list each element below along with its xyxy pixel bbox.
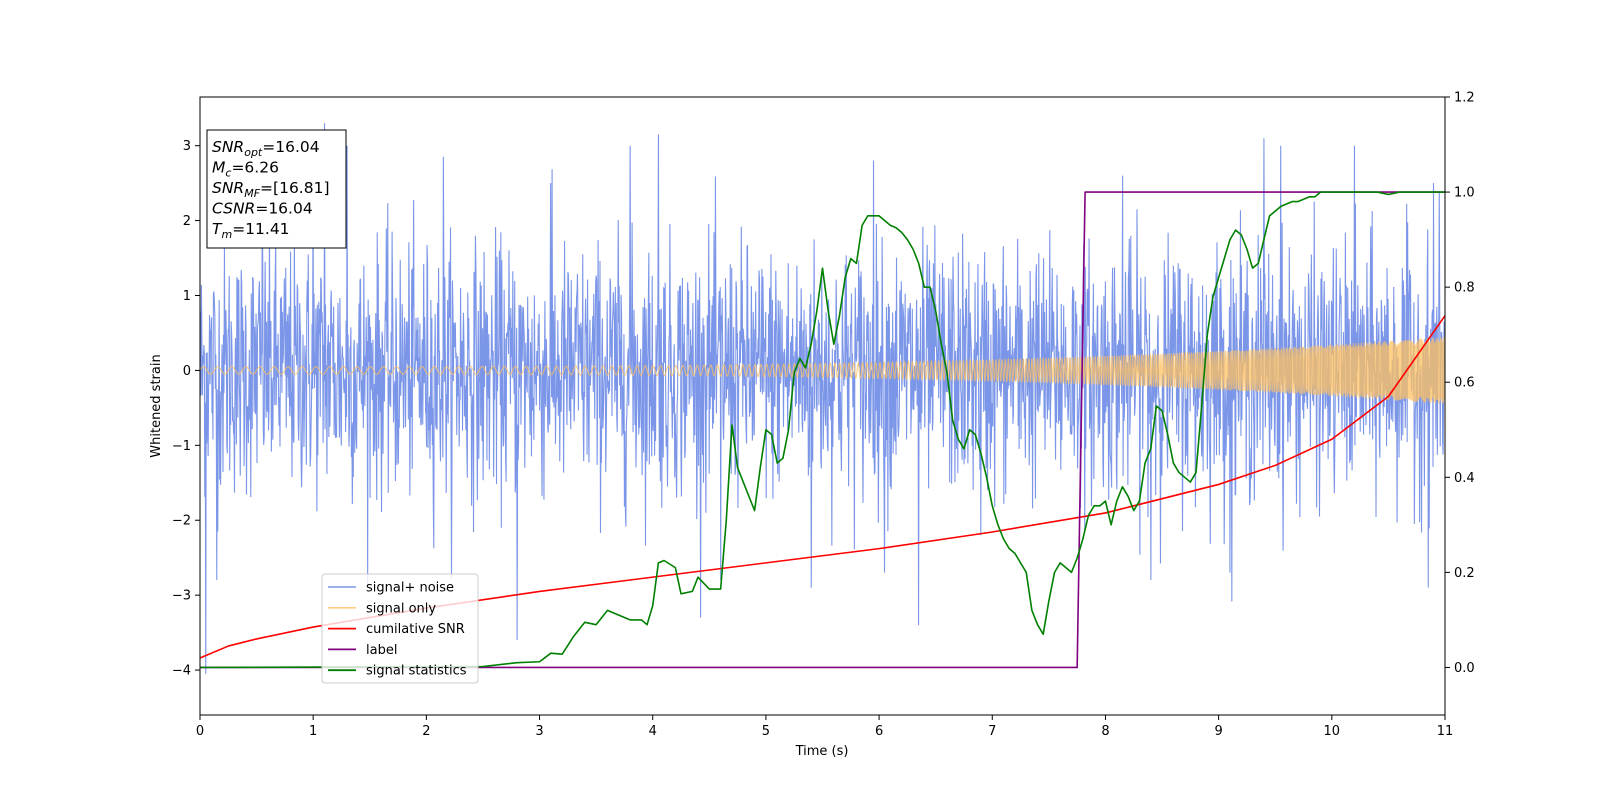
series-layer	[200, 123, 1445, 674]
x-tick-label: 10	[1324, 724, 1341, 739]
annotation-line: SNRMF=[16.81]	[212, 179, 330, 200]
y-right-tick-label: 1.0	[1454, 186, 1475, 201]
legend-entry: signal+ noise	[366, 581, 454, 596]
x-axis: 0 1 2 3 4 5 6 7 8 9 10 11	[196, 715, 1453, 739]
annotation-line: Tm=11.41	[212, 220, 290, 241]
y-axis-left: −4 −3 −2 −1 0 1 2 3	[172, 139, 200, 679]
x-axis-label: Time (s)	[795, 744, 849, 759]
y-left-tick-label: −4	[172, 664, 191, 679]
y-axis-label: Whitened strain	[149, 354, 164, 457]
legend: signal+ noise signal only cumilative SNR la…	[321, 573, 479, 684]
x-tick-label: 6	[875, 724, 883, 739]
legend-entry: signal only	[366, 601, 436, 616]
plot-frame	[199, 96, 1446, 716]
x-tick-label: 0	[196, 724, 204, 739]
x-tick-label: 5	[762, 724, 770, 739]
legend-entry: signal statistics	[366, 664, 467, 679]
x-tick-label: 8	[1101, 724, 1109, 739]
y-left-tick-label: −2	[172, 514, 191, 529]
x-tick-label: 2	[422, 724, 430, 739]
legend-entry: label	[366, 643, 397, 658]
y-right-tick-label: 0.4	[1454, 471, 1475, 486]
x-tick-label: 3	[535, 724, 543, 739]
y-left-tick-label: 1	[183, 289, 191, 304]
y-left-tick-label: −1	[172, 439, 191, 454]
x-tick-label: 4	[649, 724, 657, 739]
legend-entry: cumilative SNR	[366, 622, 465, 637]
y-left-tick-label: 0	[183, 364, 191, 379]
x-tick-label: 9	[1214, 724, 1222, 739]
y-left-tick-label: 2	[183, 214, 191, 229]
annotation-line: SNRopt=16.04	[212, 138, 320, 159]
y-left-tick-label: 3	[183, 139, 191, 154]
annotation-box: SNRopt=16.04Mc=6.26SNRMF=[16.81]CSNR=16.…	[206, 129, 347, 249]
series-label	[200, 191, 1445, 669]
legend-frame	[321, 573, 479, 684]
annotation-line: CSNR=16.04	[212, 200, 313, 218]
series-signal-statistics	[200, 191, 1445, 669]
y-right-tick-label: 0.6	[1454, 376, 1475, 391]
series-cumulative-snr	[200, 315, 1445, 659]
x-tick-label: 7	[988, 724, 996, 739]
y-right-tick-label: 1.2	[1454, 91, 1475, 106]
annotation-line: Mc=6.26	[212, 159, 279, 180]
y-right-tick-label: 0.8	[1454, 281, 1475, 296]
y-axis-right: 0.0 0.2 0.4 0.6 0.8 1.0 1.2	[1445, 91, 1475, 676]
y-right-tick-label: 0.0	[1454, 661, 1475, 676]
y-left-tick-label: −3	[172, 589, 191, 604]
annotation-frame	[206, 129, 347, 249]
x-tick-label: 1	[309, 724, 317, 739]
series-signal-only	[200, 336, 1445, 404]
x-tick-label: 11	[1437, 724, 1454, 739]
y-right-tick-label: 0.2	[1454, 566, 1475, 581]
